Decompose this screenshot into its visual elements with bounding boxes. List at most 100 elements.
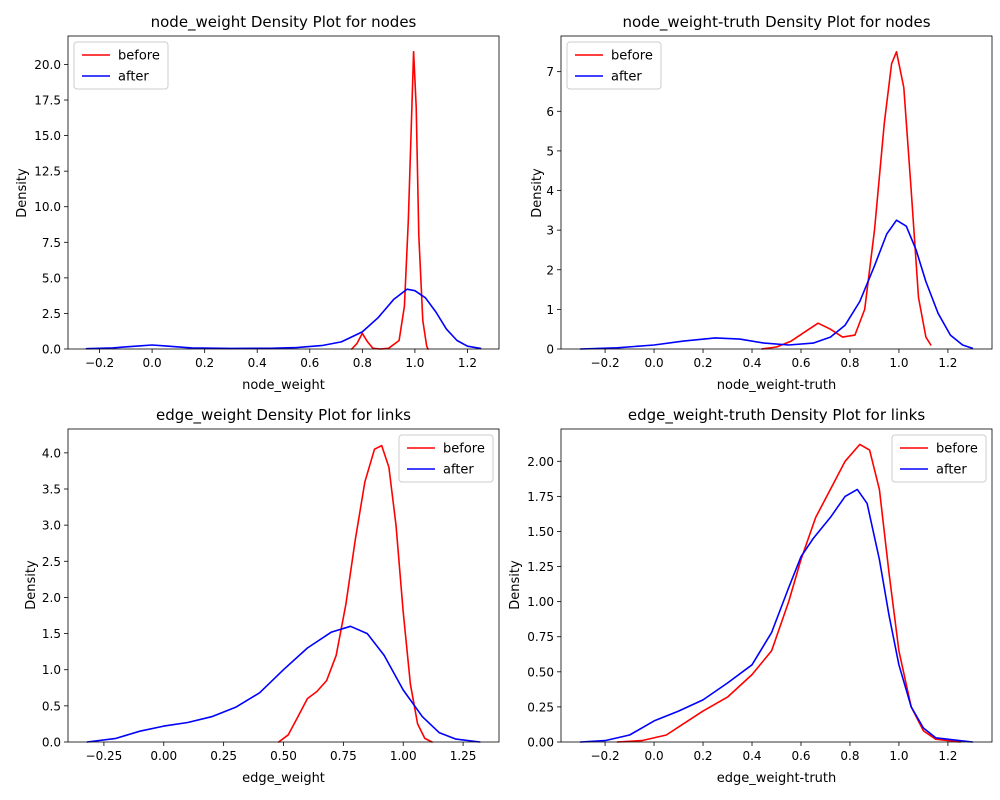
series-lines: [579, 443, 974, 743]
series-line-after: [85, 288, 482, 350]
y-tick-label: 7.5: [42, 236, 61, 250]
chart-title: node_weight Density Plot for nodes: [151, 13, 417, 32]
plot-frame: [67, 35, 500, 350]
y-tick-label: 1.0: [42, 663, 61, 677]
y-tick-label: 12.5: [34, 165, 61, 179]
x-tick-label: 1.25: [450, 749, 477, 763]
x-tick-label: 0.25: [210, 749, 237, 763]
series-line-before: [351, 50, 429, 350]
y-tick-label: 0.75: [527, 630, 554, 644]
x-tick-label: 0.50: [270, 749, 297, 763]
y-tick-label: 4.0: [42, 446, 61, 460]
x-tick-label: 1.2: [458, 356, 477, 370]
y-tick-label: 5.0: [42, 271, 61, 285]
x-tick-label: −0.2: [591, 749, 620, 763]
y-tick-label: 7: [546, 65, 554, 79]
y-tick-label: 1: [546, 303, 554, 317]
x-tick-label: 0.8: [840, 356, 859, 370]
x-tick-label: 0.0: [143, 356, 162, 370]
y-axis-ticks: 0 1 2 3 4 5 6 7: [546, 65, 561, 357]
subplot-edge-weight-truth: edge_weight-truth Density Plot for links…: [508, 406, 993, 786]
y-tick-label: 2.0: [42, 591, 61, 605]
legend-label-after: after: [443, 463, 474, 478]
x-tick-label: 0.2: [195, 356, 214, 370]
x-tick-label: 1.0: [889, 749, 908, 763]
y-axis-ticks: 0.0 0.5 1.0 1.5 2.0 2.5 3.0 3.5 4.0: [42, 446, 68, 750]
y-tick-label: 2.5: [42, 555, 61, 569]
legend-box: [398, 434, 494, 483]
x-tick-label: 1.0: [405, 356, 424, 370]
x-tick-label: 0.4: [248, 356, 267, 370]
plot-frame: [560, 35, 993, 350]
chart-title: edge_weight Density Plot for links: [156, 406, 411, 425]
series-line-before: [616, 443, 961, 743]
y-tick-label: 0: [546, 343, 554, 357]
y-tick-label: 1.25: [527, 560, 554, 574]
x-tick-label: 0.00: [150, 749, 177, 763]
y-tick-label: 20.0: [34, 58, 61, 72]
y-tick-label: 3.0: [42, 519, 61, 533]
y-tick-label: 0.0: [42, 736, 61, 750]
x-axis-ticks: −0.2 0.0 0.2 0.4 0.6 0.8 1.0 1.2: [591, 742, 957, 763]
x-tick-label: 0.4: [742, 356, 761, 370]
subplot-node-weight: node_weight Density Plot for nodes node_…: [15, 13, 500, 393]
x-axis-ticks: −0.25 0.00 0.25 0.50 0.75 1.00 1.25: [86, 742, 477, 763]
x-tick-label: −0.2: [85, 356, 114, 370]
y-tick-label: 0.0: [42, 343, 61, 357]
series-lines: [85, 50, 482, 350]
y-tick-label: 1.5: [42, 627, 61, 641]
x-tick-label: 0.2: [693, 749, 712, 763]
y-tick-label: 15.0: [34, 129, 61, 143]
legend: before after: [73, 41, 169, 90]
series-line-after: [579, 219, 974, 350]
y-tick-label: 5: [546, 144, 554, 158]
x-tick-label: 0.6: [791, 356, 810, 370]
y-tick-label: 0.50: [527, 665, 554, 679]
y-tick-label: 3.5: [42, 482, 61, 496]
x-axis-label: edge_weight-truth: [717, 771, 837, 786]
x-axis-label: node_weight: [242, 378, 325, 393]
x-tick-label: 0.0: [645, 749, 664, 763]
legend: before after: [891, 434, 987, 483]
x-tick-label: 0.6: [300, 356, 319, 370]
legend-label-after: after: [118, 70, 149, 85]
x-tick-label: 0.8: [353, 356, 372, 370]
x-tick-label: 0.4: [742, 749, 761, 763]
x-tick-label: 1.2: [938, 356, 957, 370]
series-lines: [86, 444, 481, 743]
y-axis-label: Density: [15, 168, 30, 218]
legend-label-after: after: [611, 70, 642, 85]
x-axis-ticks: −0.2 0.0 0.2 0.4 0.6 0.8 1.0 1.2: [591, 349, 957, 370]
y-axis-ticks: 0.0 2.5 5.0 7.5 10.0 12.5 15.0 17.5 20.0: [34, 58, 68, 357]
x-axis-ticks: −0.2 0.0 0.2 0.4 0.6 0.8 1.0 1.2: [85, 349, 477, 370]
x-tick-label: −0.2: [591, 356, 620, 370]
legend-box: [73, 41, 169, 90]
y-tick-label: 2.5: [42, 307, 61, 321]
y-tick-label: 1.00: [527, 595, 554, 609]
series-line-after: [86, 625, 481, 743]
legend-label-after: after: [936, 463, 967, 478]
series-line-before: [761, 51, 932, 350]
legend-box: [891, 434, 987, 483]
chart-title: edge_weight-truth Density Plot for links: [628, 406, 925, 425]
legend: before after: [398, 434, 494, 483]
legend-label-before: before: [936, 442, 978, 457]
x-tick-label: 1.2: [938, 749, 957, 763]
x-tick-label: −0.25: [86, 749, 123, 763]
plot-frame: [560, 428, 993, 743]
series-line-after: [579, 488, 974, 743]
y-tick-label: 4: [546, 184, 554, 198]
y-tick-label: 2.00: [527, 455, 554, 469]
legend-label-before: before: [118, 49, 160, 64]
y-tick-label: 3: [546, 224, 554, 238]
x-tick-label: 1.0: [889, 356, 908, 370]
subplot-edge-weight: edge_weight Density Plot for links edge_…: [24, 406, 500, 786]
y-tick-label: 0.00: [527, 736, 554, 750]
x-axis-label: edge_weight: [242, 771, 325, 786]
y-tick-label: 0.5: [42, 699, 61, 713]
y-tick-label: 17.5: [34, 94, 61, 108]
legend: before after: [566, 41, 662, 90]
y-axis-label: Density: [530, 168, 545, 218]
